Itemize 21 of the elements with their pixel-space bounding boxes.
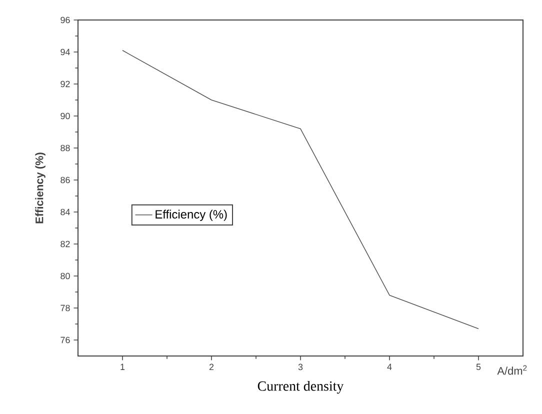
legend-label: Efficiency (%) [156, 210, 227, 221]
y-tick-label: 82 [60, 240, 70, 248]
y-tick-label: 90 [60, 112, 70, 120]
y-tick-label: 84 [60, 208, 70, 216]
y-tick-label: 76 [60, 336, 70, 344]
y-axis-title: Efficiency (%) [35, 152, 46, 224]
text: A/dm$^{2}$ [497, 365, 527, 375]
y-tick-label: 86 [60, 176, 70, 184]
x-tick-label: 5 [476, 364, 481, 370]
y-tick-label: 88 [60, 144, 70, 152]
y-tick-label: 78 [60, 304, 70, 312]
x-tick-label: 3 [298, 364, 303, 370]
x-tick-label: 4 [387, 364, 392, 370]
x-tick-label: 2 [209, 364, 214, 370]
y-tick-label: 80 [60, 272, 70, 280]
y-tick-label: 94 [60, 48, 70, 56]
x-tick-label: 1 [120, 364, 125, 370]
x-axis-title: Current density [258, 380, 344, 394]
line-series [122, 50, 479, 330]
y-tick-label: 96 [60, 16, 70, 24]
y-tick-label: 92 [60, 80, 70, 88]
